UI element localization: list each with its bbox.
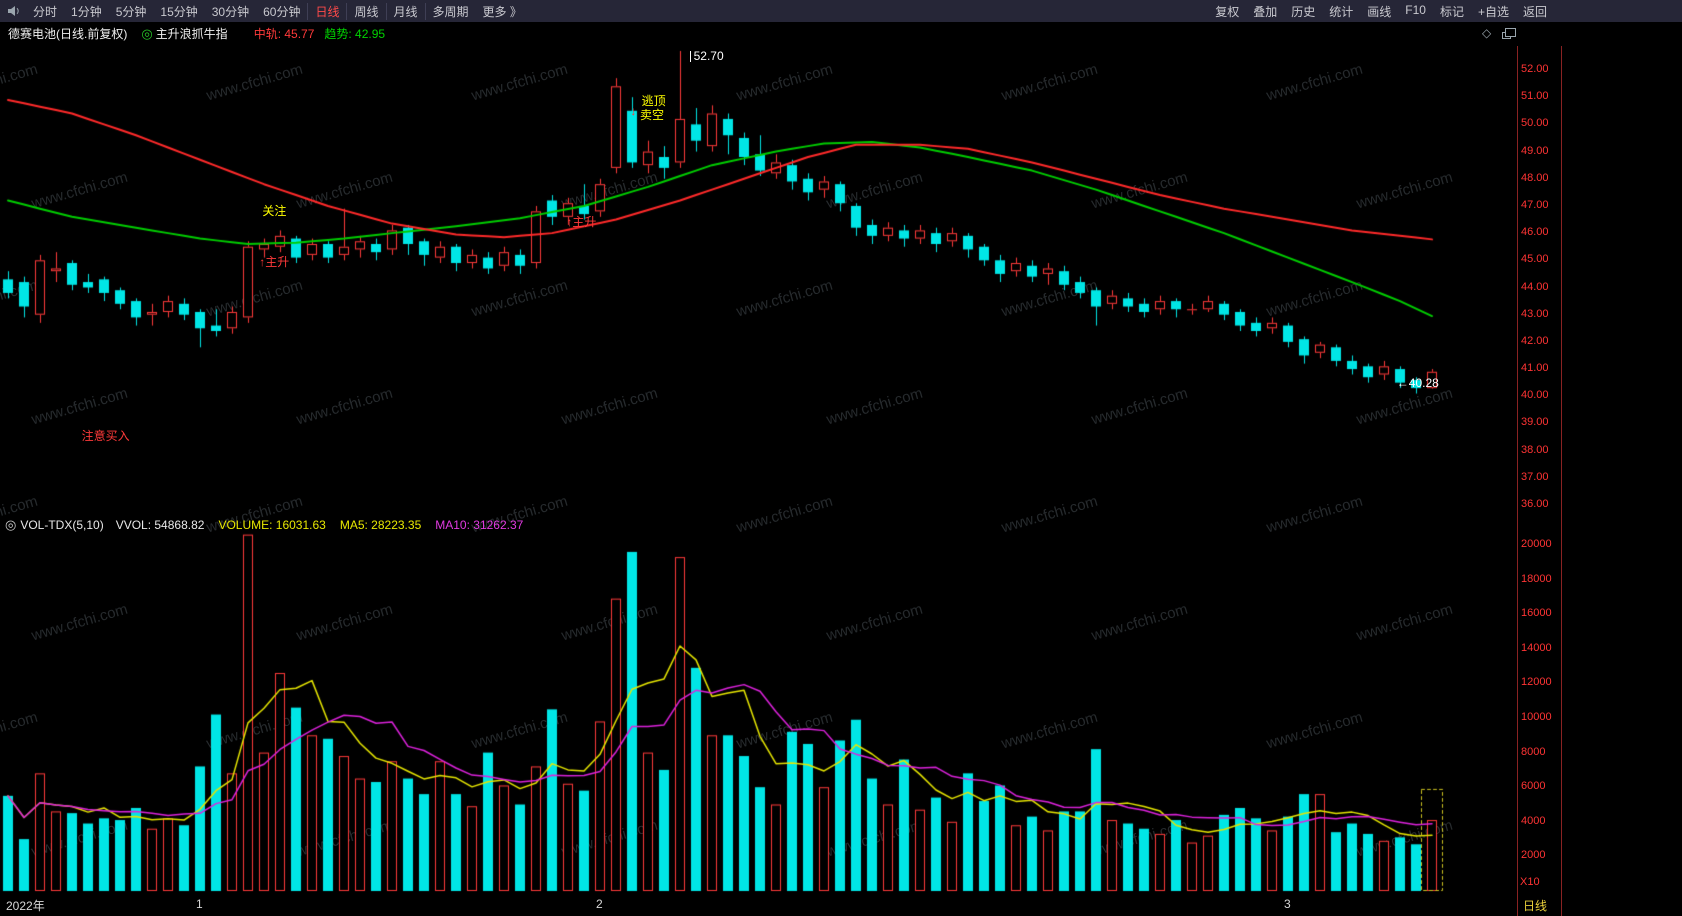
month-label: 3: [1284, 897, 1291, 911]
zhusheng-label-1: ↑主升: [259, 255, 290, 270]
volume-tick-label: 4000: [1521, 814, 1546, 827]
price-tick-label: 50.00: [1521, 117, 1549, 130]
current-period-label: 日线: [1523, 899, 1548, 913]
price-tick-label: 44.00: [1521, 280, 1549, 293]
main-candlestick-chart[interactable]: [0, 46, 1517, 515]
speaker-icon[interactable]: [7, 5, 21, 17]
period-1min[interactable]: 1分钟: [71, 4, 102, 19]
buy-note-label: 注意买入: [81, 429, 130, 444]
volume-tick-label: 6000: [1521, 780, 1546, 793]
back-button[interactable]: 返回: [1522, 4, 1547, 19]
stock-info-bar: 德赛电池(日线.前复权) ◎ 主升浪抓牛指 中轨: 45.77 趋势: 42.9…: [0, 22, 1682, 45]
stock-title: 德赛电池(日线.前复权): [8, 27, 128, 41]
price-tick-label: 42.00: [1521, 334, 1549, 347]
vvol-value: VVOL: 54868.82: [115, 518, 205, 532]
volume-tick-label: 16000: [1521, 607, 1552, 620]
diamond-icon[interactable]: ◇: [1482, 26, 1492, 40]
collapse-circle-icon[interactable]: ◎: [5, 517, 17, 532]
volume-tick-label: 2000: [1521, 849, 1546, 862]
price-tick-label: 46.00: [1521, 226, 1549, 239]
volume-tick-label: 20000: [1521, 538, 1552, 550]
sell-arrow: ↓: [630, 103, 637, 118]
add-watchlist-button[interactable]: +自选: [1477, 4, 1509, 19]
price-tick-label: 37.00: [1521, 470, 1549, 483]
period-intraday[interactable]: 分时: [33, 4, 58, 19]
period-multi[interactable]: 多周期: [424, 2, 476, 20]
maikong-label: 卖空: [640, 107, 665, 122]
period-60min[interactable]: 60分钟: [263, 4, 301, 19]
vol-indicator-name: VOL-TDX(5,10): [20, 518, 104, 532]
period-30min[interactable]: 30分钟: [211, 4, 250, 19]
period-15min[interactable]: 15分钟: [160, 4, 198, 19]
windows-layout-icon[interactable]: [1502, 28, 1516, 39]
overlay-button[interactable]: 叠加: [1253, 4, 1278, 19]
price-tick-label: 36.00: [1521, 498, 1549, 510]
period-toolbar: 分时 1分钟 5分钟 15分钟 30分钟 60分钟 日线 周线 月线 多周期 更…: [0, 0, 1682, 22]
price-tick-label: 45.00: [1521, 253, 1549, 266]
history-button[interactable]: 历史: [1291, 4, 1316, 19]
volume-chart[interactable]: [0, 515, 1517, 893]
price-tick-label: 39.00: [1521, 416, 1549, 429]
volume-tick-label: 10000: [1521, 711, 1552, 723]
indicator-name[interactable]: 主升浪抓牛指: [155, 27, 228, 41]
midline-value: 中轨: 45.77: [253, 27, 315, 41]
indicator-badge-icon[interactable]: ◎: [141, 25, 153, 41]
vol-ma10-value: MA10: 31262.37: [435, 518, 524, 532]
price-tick-label: 48.00: [1521, 171, 1549, 184]
more-button[interactable]: 更多 》: [482, 4, 522, 19]
peak-price-label: 52.70: [690, 49, 724, 63]
trendline-value: 趋势: 42.95: [324, 27, 386, 41]
price-tick-label: 38.00: [1521, 443, 1549, 456]
f10-button[interactable]: F10: [1405, 2, 1426, 17]
taoding-label: 逃顶: [641, 93, 666, 108]
axis-left-border: [1517, 46, 1518, 916]
volume-tick-label: 12000: [1521, 676, 1552, 689]
draw-line-button[interactable]: 画线: [1367, 4, 1392, 19]
axis-right-border: [1561, 46, 1562, 916]
volume-unit-label: X10: [1520, 876, 1540, 888]
price-tick-label: 52.00: [1521, 63, 1549, 75]
vol-ma5-value: MA5: 28223.35: [339, 518, 422, 532]
price-tick-label: 41.00: [1521, 362, 1549, 375]
year-label: 2022年: [6, 899, 45, 913]
adjust-rights-button[interactable]: 复权: [1215, 4, 1240, 19]
period-monthly[interactable]: 月线: [385, 2, 425, 20]
price-tick-label: 51.00: [1521, 90, 1549, 103]
zhusheng-label-2: ↑主升: [566, 214, 597, 229]
stats-button[interactable]: 统计: [1329, 4, 1354, 19]
mark-button[interactable]: 标记: [1439, 4, 1464, 19]
guanzhu-label: 关注: [262, 203, 287, 218]
volume-tick-label: 14000: [1521, 641, 1552, 654]
period-weekly[interactable]: 周线: [346, 2, 385, 20]
period-5min[interactable]: 5分钟: [115, 4, 147, 19]
price-tick-label: 47.00: [1521, 198, 1549, 211]
price-tick-label: 49.00: [1521, 144, 1549, 157]
price-tick-label: 40.00: [1521, 389, 1549, 402]
volume-value: VOLUME: 16031.63: [218, 518, 326, 532]
month-label: 1: [196, 897, 203, 911]
volume-indicator-header: ◎ VOL-TDX(5,10) VVOL: 54868.82 VOLUME: 1…: [5, 517, 523, 533]
month-label: 2: [596, 897, 603, 911]
volume-tick-label: 18000: [1521, 572, 1552, 585]
price-tick-label: 43.00: [1521, 307, 1549, 320]
volume-tick-label: 8000: [1521, 745, 1546, 758]
toolbar-right-group: 复权 叠加 历史 统计 画线 F10 标记 +自选 返回: [1208, 3, 1554, 20]
period-daily[interactable]: 日线: [307, 2, 346, 20]
last-price-label: ←40.28: [1396, 375, 1439, 390]
